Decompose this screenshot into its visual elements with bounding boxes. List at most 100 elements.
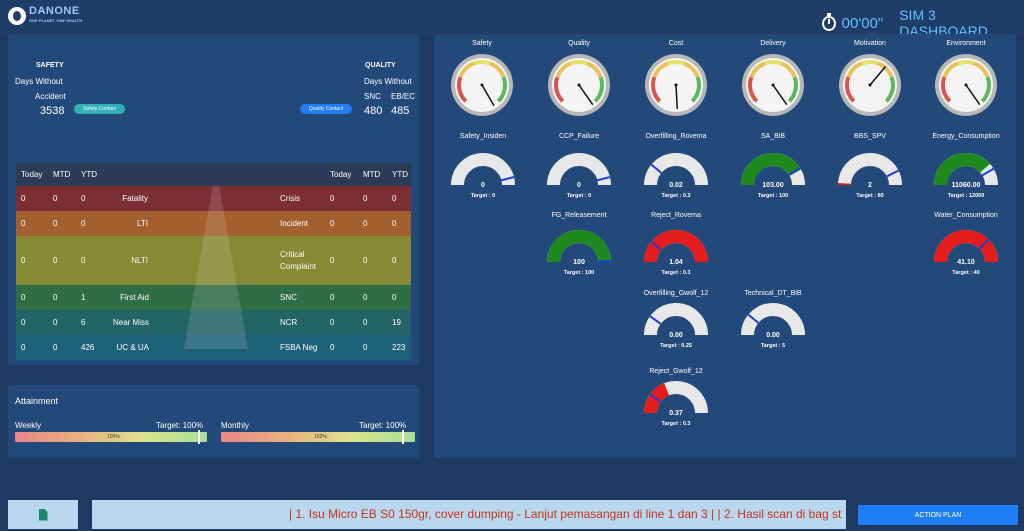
kpi-title: Energy_Consumption — [932, 133, 1000, 140]
danone-logo-icon — [8, 7, 26, 25]
monthly-target: Target: 100% — [359, 421, 407, 430]
kpi-value: 103.00 — [762, 182, 784, 189]
cell-today-left: 0 — [21, 193, 26, 203]
weekly-label: Weekly — [15, 421, 42, 430]
weekly-attainment-bar: 100% — [15, 430, 207, 444]
kpi-target: Target : 0.3 — [661, 270, 691, 276]
dial-title: Safety — [472, 40, 492, 47]
ticker-text: | 1. Isu Micro EB S0 150gr, cover dumpin… — [289, 507, 842, 521]
cell-mtd-left: 0 — [53, 255, 58, 265]
weekly-value: 100% — [107, 434, 120, 440]
monthly-value: 102% — [314, 434, 327, 440]
kpi-value: 1.04 — [669, 259, 683, 266]
quality-ebec-value: 485 — [391, 105, 410, 117]
document-icon — [38, 508, 48, 521]
safety-days-value: 3538 — [40, 105, 65, 117]
kpi-gauges-panel — [434, 34, 1016, 458]
cell-mtd-left: 0 — [53, 193, 58, 203]
top-bar: DANONE ONE PLANET. ONE HEALTH 00'00" SIM… — [0, 0, 1024, 39]
cell-ytd-right: 0 — [392, 193, 397, 203]
cell-today-left: 0 — [21, 255, 26, 265]
quality-snc-label: SNC — [364, 92, 381, 101]
monthly-attainment-bar: 102% — [221, 430, 415, 444]
action-plan-button[interactable]: ACTION PLAN — [858, 505, 1018, 525]
kpi-title: Reject_Gwolf_12 — [649, 368, 703, 375]
kpi-value: 0 — [481, 182, 485, 189]
kpi-value: 0.00 — [669, 332, 683, 339]
matrix-row: 0 0 1 First Aid SNC 0 0 0 — [16, 285, 411, 310]
attainment-panel — [8, 385, 419, 458]
cell-ytd-left: 0 — [81, 255, 86, 265]
row-label-right: Critical — [280, 249, 305, 259]
kpi-value: 100 — [573, 259, 585, 266]
document-button[interactable] — [8, 500, 78, 529]
incident-matrix: Today MTD YTD Today MTD YTD 0 0 0 Fatality C… — [16, 163, 411, 360]
quality-contact-button[interactable]: Quality Contact — [300, 104, 352, 114]
danone-logo: DANONE ONE PLANET. ONE HEALTH — [8, 6, 82, 26]
row-label-right: NCR — [280, 317, 298, 327]
row-label-right: SNC — [280, 292, 297, 302]
cell-mtd-left: 0 — [53, 218, 58, 228]
cell-today-right: 0 — [330, 317, 335, 327]
news-ticker: | 1. Isu Micro EB S0 150gr, cover dumpin… — [92, 500, 846, 529]
cell-ytd-left: 0 — [81, 193, 86, 203]
cell-mtd-right: 0 — [363, 342, 368, 352]
kpi-target: Target : 40 — [952, 270, 980, 276]
kpi-value: 0 — [577, 182, 581, 189]
kpi-target: Target : 0 — [470, 193, 496, 199]
quality-ebec-label: EB/EC — [391, 92, 416, 101]
matrix-header: Today MTD YTD Today MTD YTD — [16, 163, 411, 186]
cell-today-left: 0 — [21, 317, 26, 327]
cell-ytd-left: 426 — [81, 342, 95, 352]
kpi-value: 2 — [868, 182, 872, 189]
cell-today-right: 0 — [330, 193, 335, 203]
row-label-left: UC & UA — [116, 342, 149, 352]
header-mtd-left: MTD — [53, 170, 71, 179]
matrix-row: 0 0 0 NLTI Critical Complaint 0 0 0 — [16, 236, 411, 285]
kpi-target: Target : 5 — [760, 343, 786, 349]
cell-today-left: 0 — [21, 218, 26, 228]
kpi-title: Reject_Rovema — [651, 212, 701, 219]
row-label-left: LTI — [137, 218, 148, 228]
cell-mtd-right: 0 — [363, 255, 368, 265]
row-label-right: Complaint — [280, 261, 317, 271]
quality-heading: QUALITY — [365, 62, 396, 69]
timer: 00'00" SIM 3 DASHBOARD — [822, 7, 1024, 39]
cell-mtd-right: 0 — [363, 193, 368, 203]
row-label-left: NLTI — [131, 255, 148, 265]
kpi-title: SA_BiB — [760, 133, 786, 140]
kpi-title: BBS_SPV — [854, 133, 886, 140]
kpi-target: Target : 0.3 — [661, 193, 691, 199]
brand-name: DANONE — [29, 5, 80, 17]
dial-title: Environment — [946, 40, 986, 47]
monthly-target-marker — [402, 430, 404, 444]
header-today-left: Today — [21, 170, 43, 179]
weekly-target-marker — [198, 430, 200, 444]
kpi-target: Target : 100 — [757, 193, 789, 199]
cell-mtd-right: 0 — [363, 292, 368, 302]
cell-ytd-right: 0 — [392, 255, 397, 265]
header-ytd-right: YTD — [392, 170, 408, 179]
cell-ytd-right: 19 — [392, 317, 401, 327]
kpi-title: Safety_Insiden — [459, 133, 507, 140]
monthly-label: Monthly — [221, 421, 250, 430]
kpi-title: FG_Releasement — [551, 212, 607, 219]
weekly-target: Target: 100% — [156, 421, 204, 430]
header-today-right: Today — [330, 170, 352, 179]
cell-today-left: 0 — [21, 342, 26, 352]
safety-contact-button[interactable]: Safety Contact — [74, 104, 125, 114]
safety-heading: SAFETY — [36, 62, 64, 69]
cell-ytd-right: 0 — [392, 218, 397, 228]
cell-today-right: 0 — [330, 255, 335, 265]
kpi-value: 11060.00 — [951, 182, 981, 189]
cell-mtd-left: 0 — [53, 342, 58, 352]
cell-mtd-left: 0 — [53, 317, 58, 327]
dial-title: Motivation — [854, 40, 886, 47]
stopwatch-icon — [822, 12, 836, 31]
cell-ytd-right: 0 — [392, 292, 397, 302]
cell-ytd-right: 223 — [392, 342, 406, 352]
quality-label: Days Without — [364, 77, 412, 86]
kpi-title: Technical_DT_BiB — [744, 290, 802, 297]
cell-today-right: 0 — [330, 342, 335, 352]
kpi-target: Target : 0 — [566, 193, 592, 199]
